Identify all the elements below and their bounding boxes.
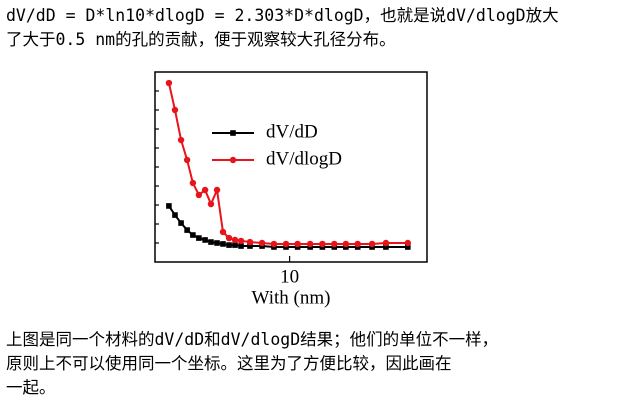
- marker: [232, 242, 238, 248]
- marker: [190, 232, 196, 238]
- marker: [247, 243, 253, 249]
- marker: [231, 236, 239, 244]
- marker: [184, 227, 190, 233]
- marker: [294, 240, 301, 248]
- intro-text: dV/dD = D*ln10*dlogD = 2.303*D*dlogD，也就是…: [6, 4, 559, 52]
- marker: [165, 79, 173, 87]
- marker: [172, 212, 178, 218]
- marker: [195, 191, 203, 199]
- marker: [237, 237, 245, 245]
- marker: [368, 240, 376, 248]
- marker: [183, 156, 191, 164]
- marker: [306, 240, 314, 248]
- marker: [238, 243, 244, 249]
- marker: [246, 238, 254, 246]
- marker: [178, 220, 184, 226]
- marker: [219, 228, 227, 236]
- text-line: 了大于0.5 nm的孔的贡献，便于观察较大孔径分布。: [6, 30, 396, 49]
- legend-label: dV/dlogD: [266, 148, 342, 169]
- marker: [201, 186, 209, 194]
- marker: [258, 239, 266, 247]
- legend-label: dV/dD: [266, 121, 318, 142]
- marker: [208, 239, 214, 245]
- marker: [213, 186, 221, 194]
- marker: [214, 240, 220, 246]
- marker: [331, 240, 338, 248]
- caption-text: 上图是同一个材料的dV/dD和dV/dlogD结果；他们的单位不一样， 原则上不可…: [6, 328, 498, 400]
- marker: [196, 235, 202, 241]
- marker: [404, 239, 412, 247]
- x-tick-label: 10: [280, 266, 299, 287]
- x-axis-label: With (nm): [252, 287, 331, 308]
- marker: [342, 240, 350, 248]
- marker: [226, 242, 232, 248]
- marker: [189, 179, 197, 187]
- marker: [282, 240, 290, 248]
- marker: [383, 244, 389, 250]
- marker: [229, 156, 237, 164]
- marker: [225, 234, 233, 242]
- text-line: 一起。: [6, 378, 56, 397]
- marker: [270, 240, 278, 248]
- marker: [354, 240, 361, 248]
- marker: [382, 239, 390, 247]
- text-line: 上图是同一个材料的dV/dD和dV/dlogD结果；他们的单位不一样，: [6, 330, 499, 349]
- text-line: 原则上不可以使用同一个坐标。这里为了方便比较，因此画在: [6, 354, 452, 373]
- marker: [405, 244, 411, 250]
- marker: [319, 240, 326, 248]
- marker: [171, 106, 179, 114]
- marker: [207, 200, 215, 208]
- marker: [220, 241, 226, 247]
- marker: [166, 203, 172, 209]
- marker: [177, 136, 185, 144]
- text-line: dV/dD = D*ln10*dlogD = 2.303*D*dlogD，也就是…: [6, 6, 559, 25]
- marker: [202, 237, 208, 243]
- marker: [230, 130, 236, 136]
